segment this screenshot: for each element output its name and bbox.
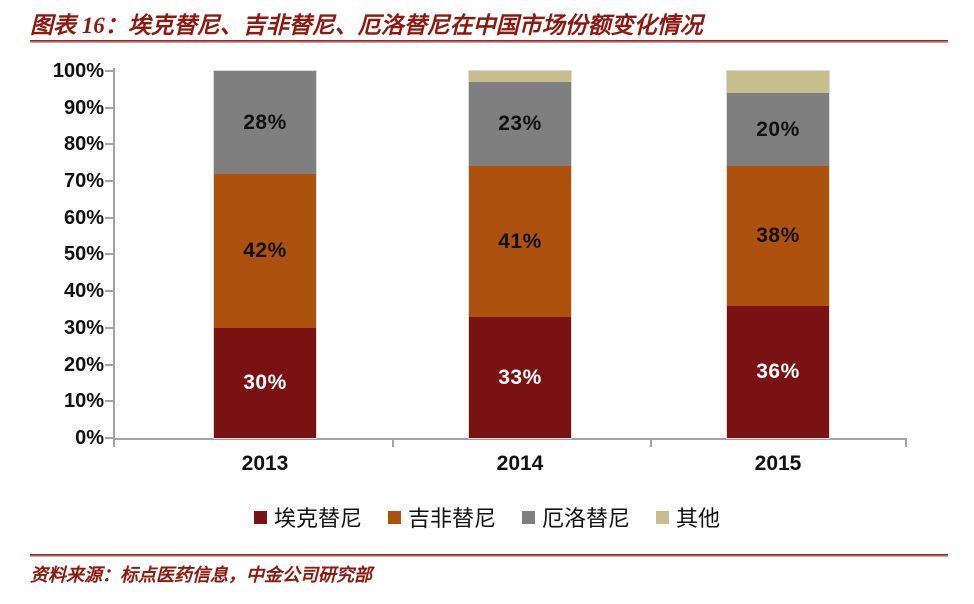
legend-item-1: 吉非替尼	[387, 501, 496, 533]
bar-segment-2014-series2: 23%	[469, 82, 571, 166]
y-axis-tick-label: 70%	[63, 170, 104, 192]
bar-segment-2015-series2: 20%	[727, 93, 829, 166]
legend-swatch-icon	[522, 510, 535, 524]
legend-swatch-icon	[387, 510, 401, 524]
bar-value-label: 20%	[756, 117, 800, 141]
bar-value-label: 30%	[243, 371, 287, 394]
y-axis-tickmark	[105, 400, 114, 402]
bar-value-label: 41%	[498, 229, 542, 253]
y-axis-tickmark	[105, 180, 114, 182]
x-axis-category-label: 2015	[754, 452, 802, 475]
source-note: 资料来源：标点医药信息，中金公司研究部	[30, 565, 372, 585]
y-axis-tickmark	[105, 217, 114, 219]
y-axis-tick-label: 30%	[63, 317, 104, 339]
bar-value-label: 33%	[498, 365, 542, 389]
bar-value-label: 23%	[498, 112, 542, 135]
legend-label: 吉非替尼	[407, 506, 496, 531]
bar-segment-2014-series0: 33%	[469, 317, 571, 438]
y-axis-tickmark	[105, 253, 114, 255]
legend-item-0: 埃克替尼	[253, 501, 362, 533]
bar-column-2015: 36% 38% 20%	[726, 70, 830, 439]
legend-item-2: 厄洛替尼	[522, 501, 630, 533]
bar-value-label: 38%	[756, 224, 800, 247]
bar-value-label: 28%	[243, 110, 287, 134]
legend-swatch-icon	[253, 510, 267, 524]
title-underline	[30, 40, 948, 43]
legend-swatch-icon	[656, 510, 670, 524]
x-axis-tickmark	[650, 440, 652, 447]
y-axis-tick-label: 0%	[75, 427, 104, 449]
legend-label: 埃克替尼	[273, 506, 362, 531]
y-axis-tick-label: 10%	[63, 390, 104, 412]
y-axis-tickmark	[105, 364, 114, 366]
y-axis-tickmark	[105, 327, 114, 329]
y-axis-tickmark	[105, 70, 114, 72]
bar-column-2013: 30% 42% 28%	[213, 70, 317, 439]
bar-value-label: 36%	[756, 360, 800, 383]
x-axis-line	[113, 438, 907, 440]
y-axis-tick-label: 60%	[63, 207, 104, 229]
bar-segment-2013-series2: 28%	[214, 71, 316, 174]
bar-segment-2015-series3	[727, 71, 829, 93]
y-axis-tick-label: 100%	[52, 60, 104, 82]
bar-segment-2015-series0: 36%	[727, 306, 829, 438]
bar-value-label: 42%	[243, 239, 287, 262]
bar-segment-2014-series3	[469, 71, 571, 82]
x-axis-category-label: 2013	[241, 452, 289, 475]
y-axis-tickmark	[105, 290, 114, 292]
y-axis-tick-label: 40%	[63, 280, 104, 302]
y-axis-tickmark	[105, 107, 114, 109]
y-axis-tickmark	[105, 143, 114, 145]
bar-segment-2013-series0: 30%	[214, 328, 316, 438]
bar-column-2014: 33% 41% 23%	[468, 70, 572, 439]
y-axis-tickmark	[105, 437, 114, 439]
footer-separator	[30, 554, 948, 557]
legend-label: 其他	[676, 506, 721, 531]
x-axis-tickmark	[392, 440, 394, 447]
legend-item-3: 其他	[656, 501, 720, 533]
bar-segment-2014-series1: 41%	[469, 166, 571, 317]
y-axis-line	[113, 68, 115, 440]
y-axis-tick-label: 20%	[63, 354, 104, 376]
x-axis-tickmark	[113, 440, 115, 447]
bar-segment-2013-series1: 42%	[214, 174, 316, 328]
x-axis-category-label: 2014	[496, 452, 544, 475]
y-axis-tick-label: 50%	[63, 243, 104, 265]
y-axis-tick-label: 80%	[63, 133, 104, 155]
legend: 埃克替尼 吉非替尼 厄洛替尼 其他	[0, 500, 974, 534]
legend-label: 厄洛替尼	[542, 506, 631, 531]
figure-title: 图表 16：埃克替尼、吉非替尼、厄洛替尼在中国市场份额变化情况	[30, 13, 703, 38]
x-axis-tickmark	[905, 440, 907, 447]
y-axis-tick-label: 90%	[63, 97, 104, 119]
bar-segment-2015-series1: 38%	[727, 166, 829, 306]
